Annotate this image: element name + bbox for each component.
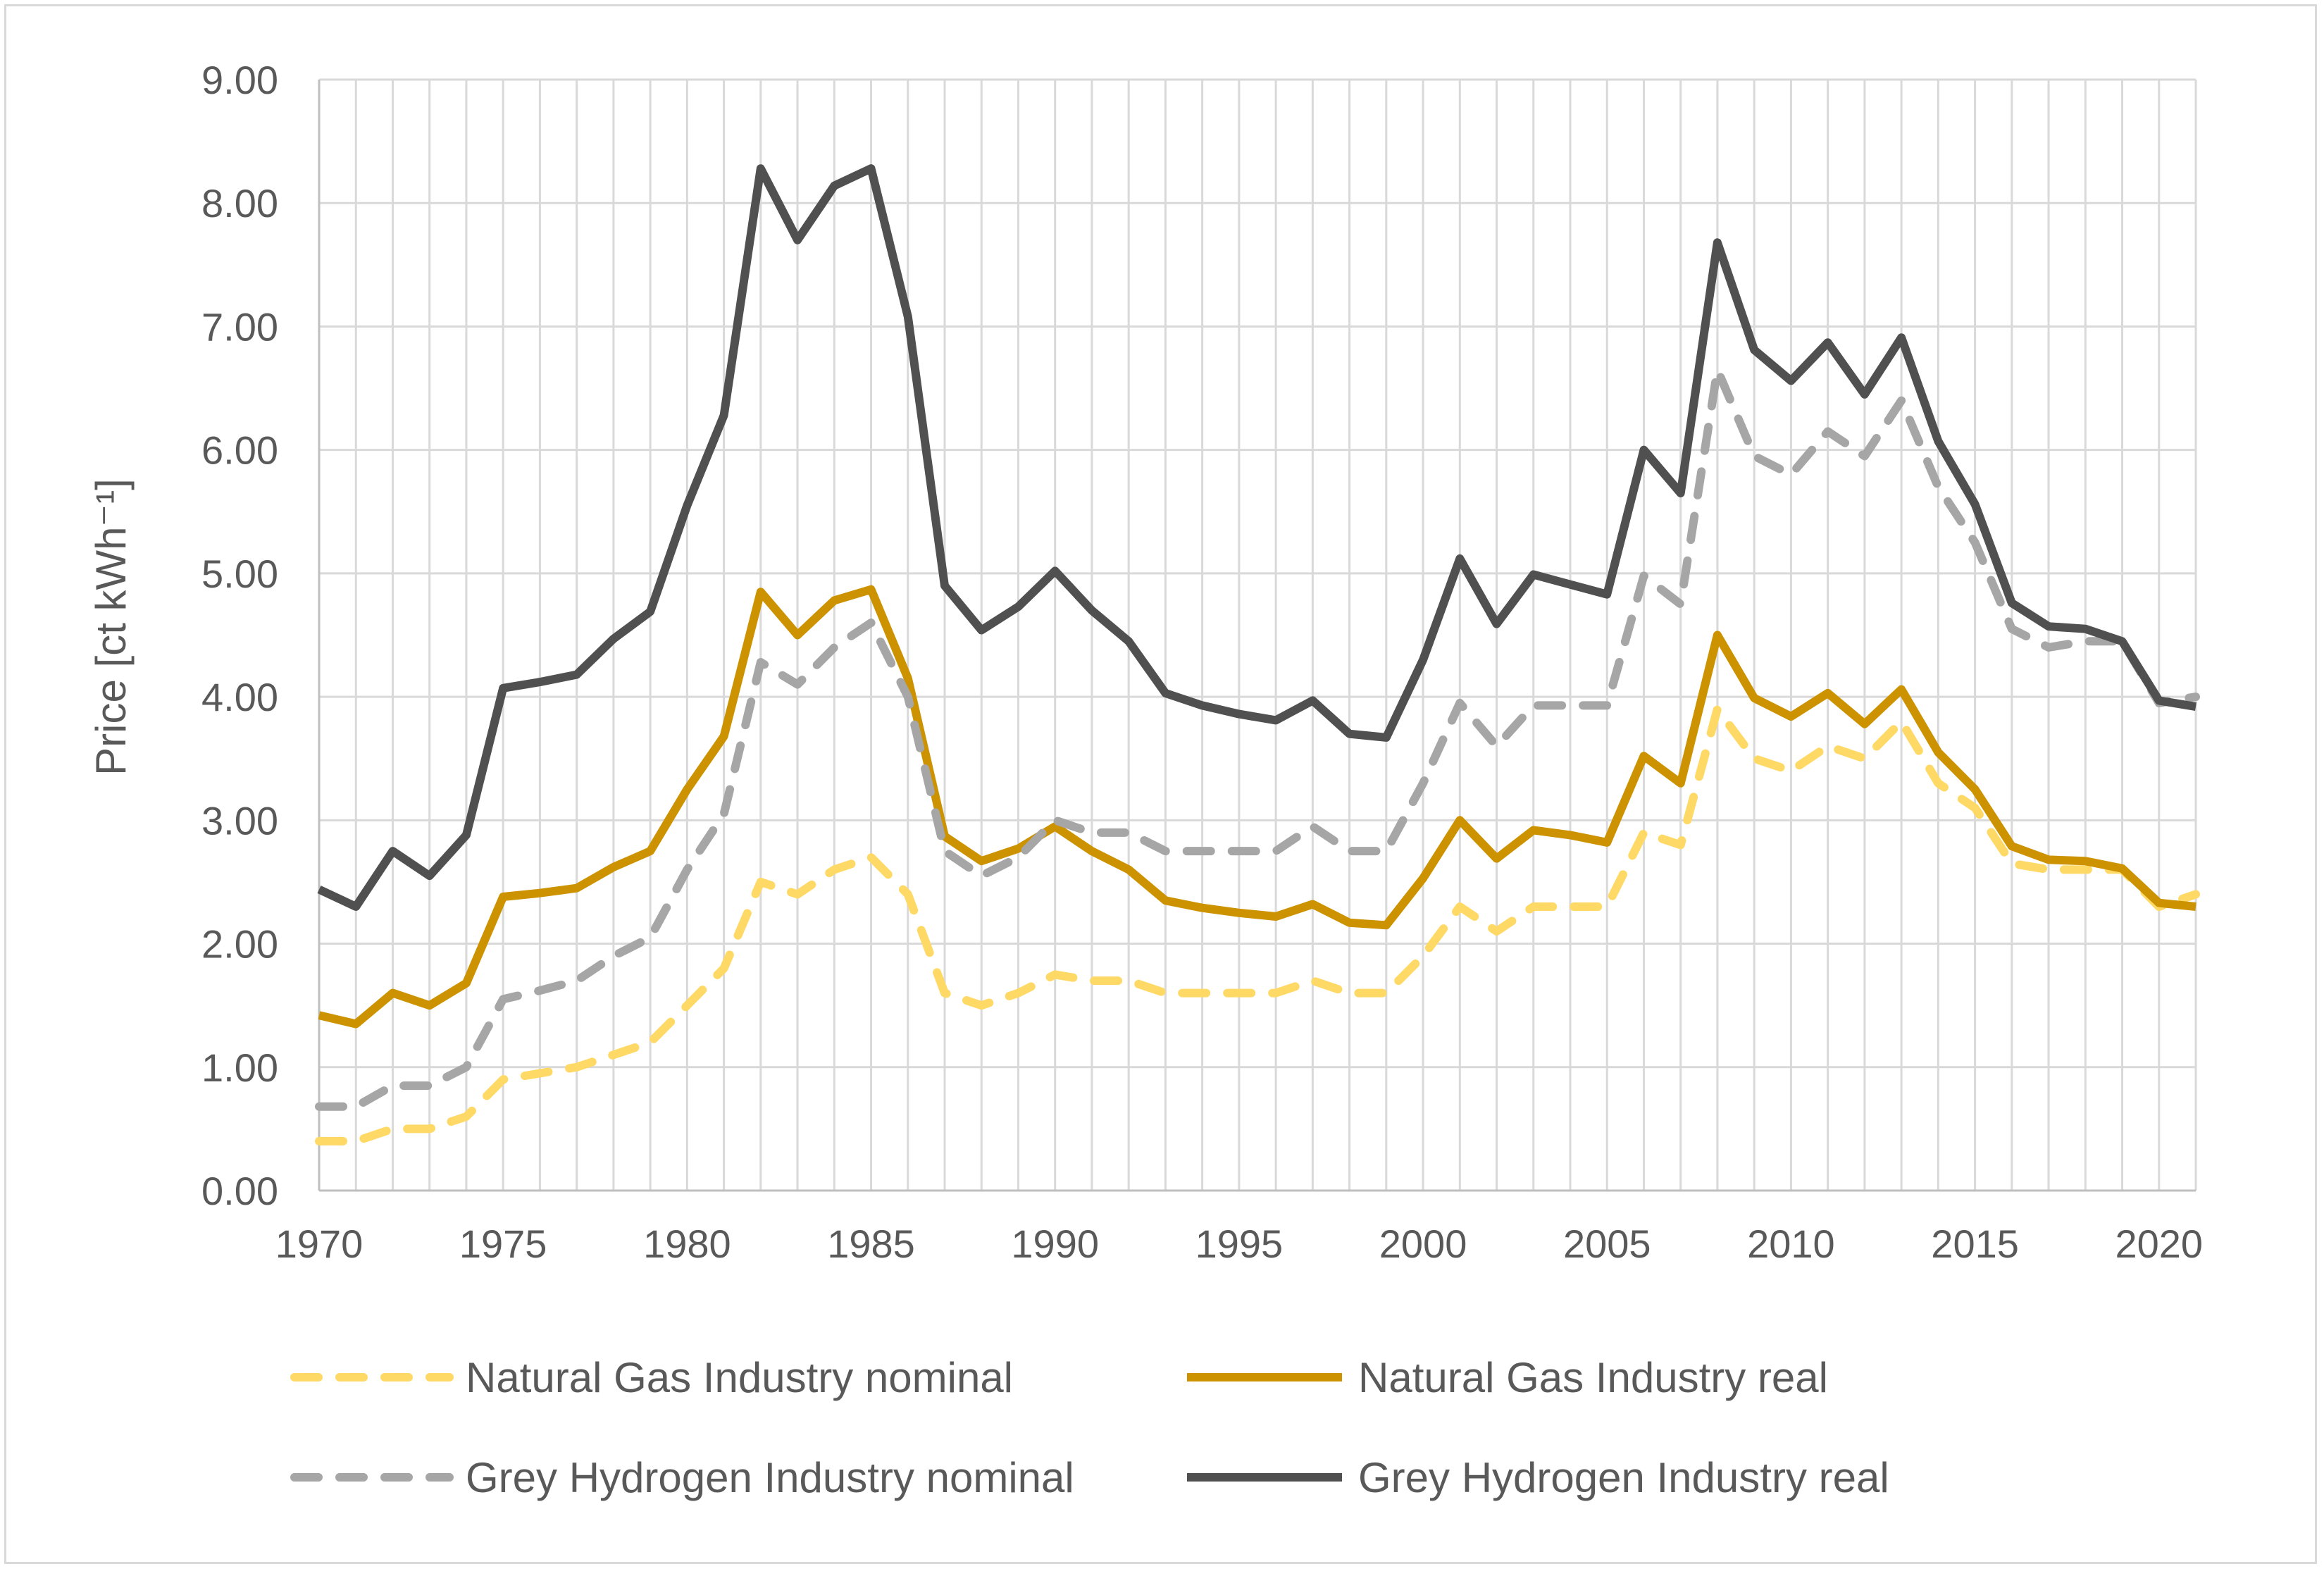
series-line-1 <box>315 704 2200 1145</box>
x-tick-label: 1985 <box>827 1222 915 1266</box>
series-lines <box>315 164 2200 1145</box>
x-tick-label: 1990 <box>1011 1222 1099 1266</box>
y-tick-label: 4.00 <box>201 675 278 719</box>
y-tick-label: 6.00 <box>201 428 278 473</box>
series-line-3 <box>315 365 2200 1111</box>
y-axis-title: Price [ct kWh⁻¹] <box>87 478 135 776</box>
y-tick-label: 1.00 <box>201 1045 278 1090</box>
y-tick-label: 3.00 <box>201 798 278 843</box>
x-tick-label: 2010 <box>1747 1222 1835 1266</box>
tick-labels: 0.00 1.00 2.00 3.00 4.00 5.00 6.00 7.00 8.00 9.00… <box>201 58 2203 1266</box>
legend-label: Grey Hydrogen Industry real <box>1358 1454 1889 1501</box>
legend-label: Natural Gas Industry real <box>1358 1354 1828 1401</box>
legend-item-1: Natural Gas Industry nominal <box>290 1354 1013 1401</box>
x-tick-label: 1970 <box>275 1222 363 1266</box>
x-tick-label: 2000 <box>1379 1222 1467 1266</box>
x-tick-label: 2005 <box>1563 1222 1651 1266</box>
y-tick-label: 0.00 <box>201 1169 278 1213</box>
legend-item-4: Grey Hydrogen Industry real <box>1187 1454 1889 1501</box>
y-tick-label: 8.00 <box>201 181 278 225</box>
legend: Natural Gas Industry nominal Natural Gas … <box>290 1354 1889 1501</box>
legend-label: Natural Gas Industry nominal <box>466 1354 1013 1401</box>
y-tick-label: 2.00 <box>201 922 278 967</box>
y-tick-label: 9.00 <box>201 58 278 102</box>
x-tick-label: 1995 <box>1195 1222 1284 1266</box>
x-tick-label: 2020 <box>2115 1222 2203 1266</box>
chart-frame <box>4 4 2317 1564</box>
series-line-4 <box>317 164 2196 911</box>
x-tick-label: 1980 <box>643 1222 731 1266</box>
x-tick-label: 2015 <box>1931 1222 2019 1266</box>
y-tick-label: 5.00 <box>201 552 278 596</box>
legend-item-3: Grey Hydrogen Industry nominal <box>290 1454 1074 1501</box>
legend-label: Grey Hydrogen Industry nominal <box>466 1454 1074 1501</box>
gridlines <box>318 78 2197 1192</box>
legend-item-2: Natural Gas Industry real <box>1187 1354 1828 1401</box>
y-tick-label: 7.00 <box>201 304 278 349</box>
x-tick-label: 1975 <box>459 1222 547 1266</box>
axes <box>318 80 2196 1192</box>
series-line-2 <box>318 585 2196 1029</box>
